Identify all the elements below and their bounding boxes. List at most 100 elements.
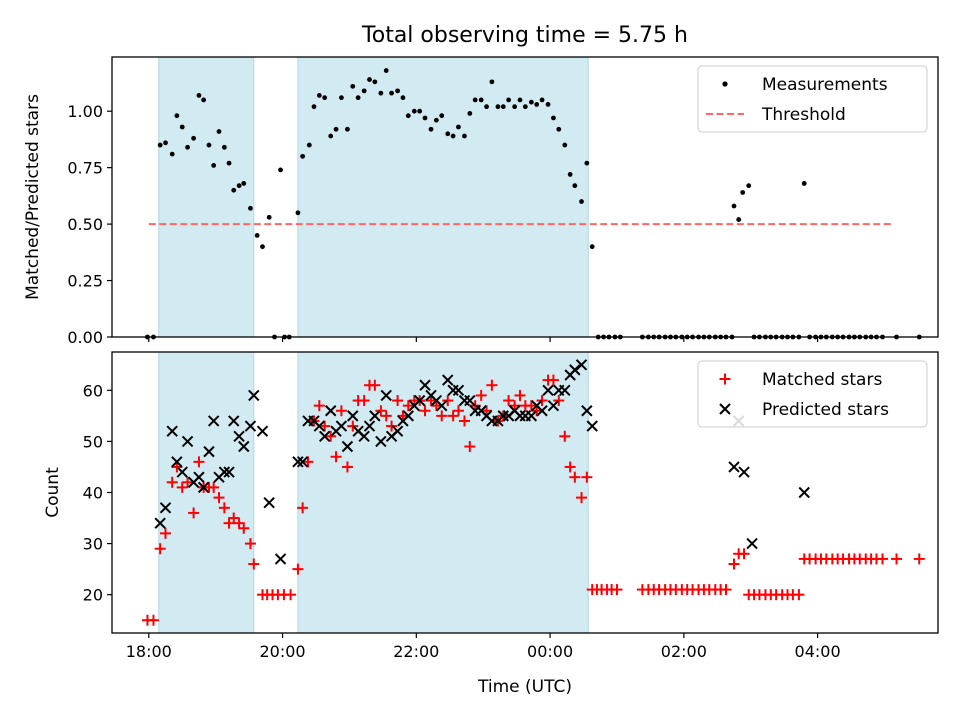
legend-box: [697, 65, 928, 133]
measurement-point: [389, 90, 394, 96]
measurement-point: [378, 90, 384, 96]
measurement-point: [539, 97, 545, 103]
matched-star-point: [182, 476, 194, 488]
predicted-star-point: [738, 466, 750, 478]
matched-star-point: [876, 553, 888, 565]
matched-star-point: [392, 395, 404, 407]
predicted-star-point: [335, 420, 348, 432]
matched-star-point: [430, 400, 442, 412]
measurement-point: [311, 104, 317, 110]
measurement-points: [145, 68, 922, 340]
matched-star-point: [313, 400, 325, 412]
legend-label: Predicted stars: [762, 400, 889, 420]
matched-star-point: [238, 522, 250, 534]
measurement-point: [300, 153, 306, 159]
matched-star-point: [569, 471, 581, 483]
measurement-point: [522, 104, 528, 110]
measurement-point: [260, 244, 265, 250]
measurement-point: [417, 108, 423, 114]
measurement-point: [428, 126, 434, 132]
matched-star-point: [553, 395, 565, 407]
predicted-star-point: [559, 384, 571, 397]
predicted-star-point: [436, 399, 448, 412]
measurement-point: [328, 133, 334, 139]
matched-star-point: [154, 543, 166, 555]
measurement-point: [248, 205, 253, 211]
matched-star-point: [302, 456, 314, 468]
x-axis-label: Time (UTC): [477, 677, 572, 697]
predicted-star-point: [413, 394, 426, 407]
measurement-point: [456, 124, 461, 130]
predicted-star-point: [313, 420, 326, 432]
measurement-point: [191, 135, 196, 141]
y-tick-label: 40: [83, 484, 103, 503]
measurement-point: [467, 111, 473, 116]
predicted-star-point: [248, 389, 260, 402]
measurement-point: [405, 113, 411, 119]
measurement-point: [433, 117, 439, 123]
matched-star-point: [160, 527, 172, 539]
matched-star-point: [285, 589, 297, 601]
measurement-point: [226, 160, 232, 166]
observing-band: [297, 351, 589, 634]
predicted-star-point: [244, 420, 257, 432]
predicted-star-point: [197, 481, 210, 494]
measurement-point: [306, 142, 312, 148]
measurement-point: [196, 92, 202, 98]
measurement-point: [484, 104, 489, 110]
matched-star-point: [325, 430, 337, 442]
observing-band: [158, 351, 255, 634]
matched-star-point: [208, 481, 220, 493]
predicted-star-point: [575, 359, 588, 371]
y-tick-label: 20: [83, 586, 103, 605]
matched-star-point: [228, 512, 240, 524]
legend-label: Threshold: [761, 105, 846, 125]
measurement-point: [395, 88, 400, 94]
predicted-star-point: [728, 461, 740, 473]
predicted-star-point: [292, 456, 304, 468]
measurement-point: [556, 126, 562, 132]
measurement-point: [316, 92, 322, 98]
matched-star-point: [738, 548, 750, 560]
matched-star-point: [213, 492, 225, 504]
measurement-point: [411, 108, 417, 114]
top-legend: Measurements Threshold: [697, 65, 928, 133]
y-tick-label: 0.75: [67, 159, 103, 178]
observing-bands-top: [158, 56, 589, 338]
measurement-point: [163, 140, 168, 146]
predicted-star-point: [569, 364, 581, 376]
matched-star-point: [486, 379, 498, 391]
matched-star-point: [891, 553, 903, 565]
predicted-star-point: [207, 415, 220, 427]
predicted-star-point: [159, 502, 172, 514]
x-tick-label: 02:00: [661, 642, 707, 661]
measurement-point: [740, 190, 746, 195]
matched-star-point: [442, 395, 454, 407]
measurement-point: [472, 97, 478, 103]
predicted-star-point: [341, 440, 354, 453]
measurement-point: [422, 115, 428, 121]
measurement-point: [551, 115, 556, 121]
predicted-star-point: [525, 410, 538, 422]
matched-star-point: [347, 420, 359, 432]
matched-star-point: [525, 400, 537, 412]
matched-star-point: [369, 379, 381, 391]
predicted-star-point: [452, 384, 465, 397]
measurement-point: [231, 187, 237, 193]
predicted-star-point: [746, 537, 758, 550]
x-tick-label: 00:00: [527, 642, 573, 661]
predicted-star-point: [238, 440, 250, 453]
observing-bands-bottom: [158, 351, 589, 634]
measurement-point: [450, 133, 456, 139]
measurement-point: [322, 95, 328, 101]
matched-star-point: [292, 563, 304, 575]
measurement-point: [169, 151, 175, 157]
measurement-point: [572, 183, 578, 189]
measurement-point: [489, 79, 495, 85]
predicted-star-point: [176, 466, 188, 478]
predicted-star-point: [223, 466, 235, 478]
legend-measurement-handle: [722, 81, 728, 87]
bottom-y-ticks: 20 30 40 50 60: [83, 381, 112, 605]
measurement-point: [278, 167, 283, 173]
matched-star-point: [425, 395, 437, 407]
